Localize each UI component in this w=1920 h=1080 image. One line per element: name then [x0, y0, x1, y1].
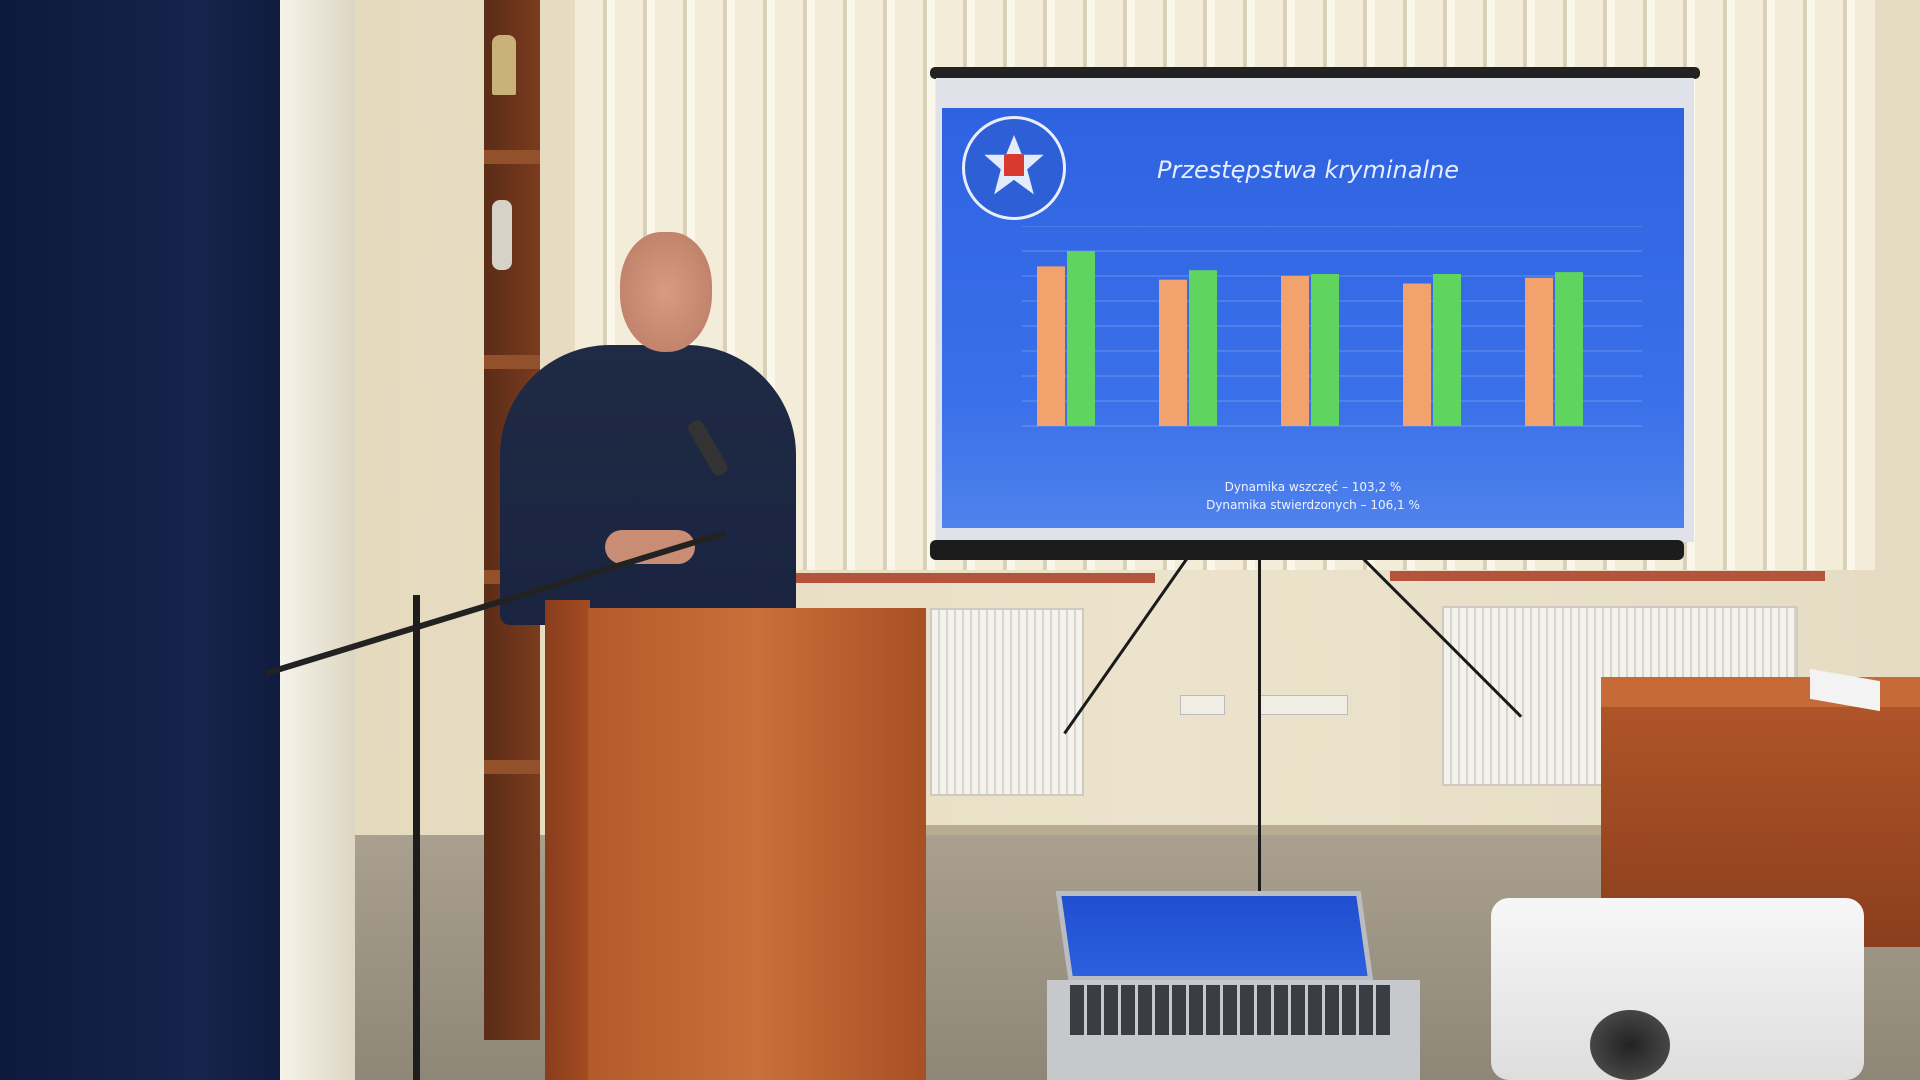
slide-title: Przestępstwa kryminalne [1157, 156, 1460, 184]
chart-bar [1555, 272, 1583, 426]
chart-bar [1433, 274, 1461, 426]
presentation-slide: Przestępstwa kryminalne Dynamika wszczęć… [942, 108, 1684, 528]
eagle-icon [1004, 154, 1024, 176]
chart-bar [1311, 274, 1339, 426]
shelf-board [484, 355, 540, 369]
chart-bar [1403, 283, 1431, 426]
roll-up-banner [0, 0, 285, 1080]
dynamics-confirmed: Dynamika stwierdzonych – 106,1 % [1206, 498, 1420, 512]
laptop-screen [1055, 891, 1374, 981]
podium [588, 608, 926, 1080]
trophy [492, 35, 516, 95]
speaker-head [620, 232, 712, 352]
projector [1491, 898, 1864, 1080]
chart-bar [1037, 266, 1065, 426]
chart-bar [1159, 279, 1187, 426]
speaker-uniform [500, 345, 796, 625]
projector-lens [1590, 1010, 1670, 1080]
screen-case [930, 540, 1684, 560]
mic-stand [413, 595, 420, 1080]
shelf-board [484, 150, 540, 164]
power-socket [1180, 695, 1225, 715]
window-sill [1390, 571, 1825, 581]
bar-chart [1022, 226, 1642, 427]
chart-bar [1067, 251, 1095, 426]
radiator [930, 608, 1084, 796]
power-socket [1258, 695, 1348, 715]
trophy [492, 200, 512, 270]
tripod-leg [1258, 455, 1261, 925]
chart-bar [1189, 270, 1217, 426]
police-star-icon [984, 135, 1044, 195]
laptop-keyboard [1070, 985, 1390, 1035]
chart-bar [1525, 277, 1553, 426]
dynamics-initiated: Dynamika wszczęć – 103,2 % [1224, 480, 1402, 494]
screen-top-bar [930, 67, 1700, 79]
window-sill [785, 573, 1155, 583]
podium-side [545, 600, 590, 1080]
chart-bar [1281, 275, 1309, 426]
banner-edge [280, 0, 355, 1080]
shelf-board [484, 760, 540, 774]
police-logo [962, 116, 1066, 220]
